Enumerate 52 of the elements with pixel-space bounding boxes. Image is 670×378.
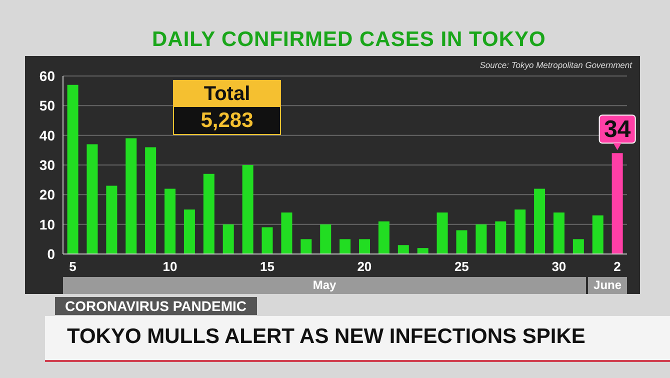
bar: [612, 153, 623, 254]
y-tick-label: 20: [39, 186, 56, 203]
bar: [126, 138, 137, 254]
bar: [378, 221, 390, 254]
bar: [203, 174, 214, 254]
bar: [164, 188, 176, 254]
source-note: Source: Tokyo Metropolitan Government: [480, 60, 632, 70]
bar: [398, 245, 409, 254]
text: May: [63, 277, 586, 294]
x-tick-label: 30: [552, 259, 566, 274]
x-tick-label: 25: [454, 259, 469, 274]
chart-title: DAILY CONFIRMED CASES IN TOKYO: [152, 28, 546, 52]
bar: [340, 239, 351, 254]
bar: [572, 239, 584, 254]
bar: [86, 144, 98, 254]
bar: [320, 224, 332, 254]
text: June: [588, 277, 627, 294]
annotation: 5,283: [200, 108, 254, 134]
y-tick-label: 10: [39, 216, 56, 232]
bar: [242, 165, 254, 254]
y-tick-label: 60: [39, 68, 56, 84]
bar: [67, 84, 78, 254]
bar: [553, 212, 564, 254]
bar: [281, 212, 292, 254]
y-tick-label: 50: [39, 98, 56, 114]
bar: [476, 224, 487, 254]
bar: [436, 212, 448, 254]
x-tick-label: 2: [614, 259, 621, 274]
bar: [184, 210, 195, 254]
x-tick-label: 10: [162, 259, 178, 274]
text: CORONAVIRUS PANDEMIC: [55, 297, 256, 315]
bar: [359, 239, 370, 254]
bar: [592, 215, 604, 254]
y-tick-label: 30: [39, 156, 56, 173]
data-label: 34: [604, 116, 632, 144]
annotation: Total: [174, 81, 280, 107]
text: TOKYO MULLS ALERT AS NEW INFECTIONS SPIKE: [67, 325, 586, 349]
y-tick-label: 0: [47, 246, 56, 262]
y-tick-label: 40: [39, 127, 56, 144]
bar: [222, 224, 234, 254]
bar: [495, 221, 506, 254]
x-tick-label: 15: [260, 259, 274, 274]
bar: [262, 227, 273, 254]
bar: [417, 248, 428, 254]
x-tick-label: 20: [357, 259, 372, 274]
bar: [456, 230, 468, 254]
bar: [300, 239, 312, 254]
x-tick-label: 5: [69, 259, 76, 274]
bar: [106, 186, 118, 254]
bar: [145, 147, 156, 254]
bar: [534, 188, 546, 254]
bar: [514, 210, 526, 254]
